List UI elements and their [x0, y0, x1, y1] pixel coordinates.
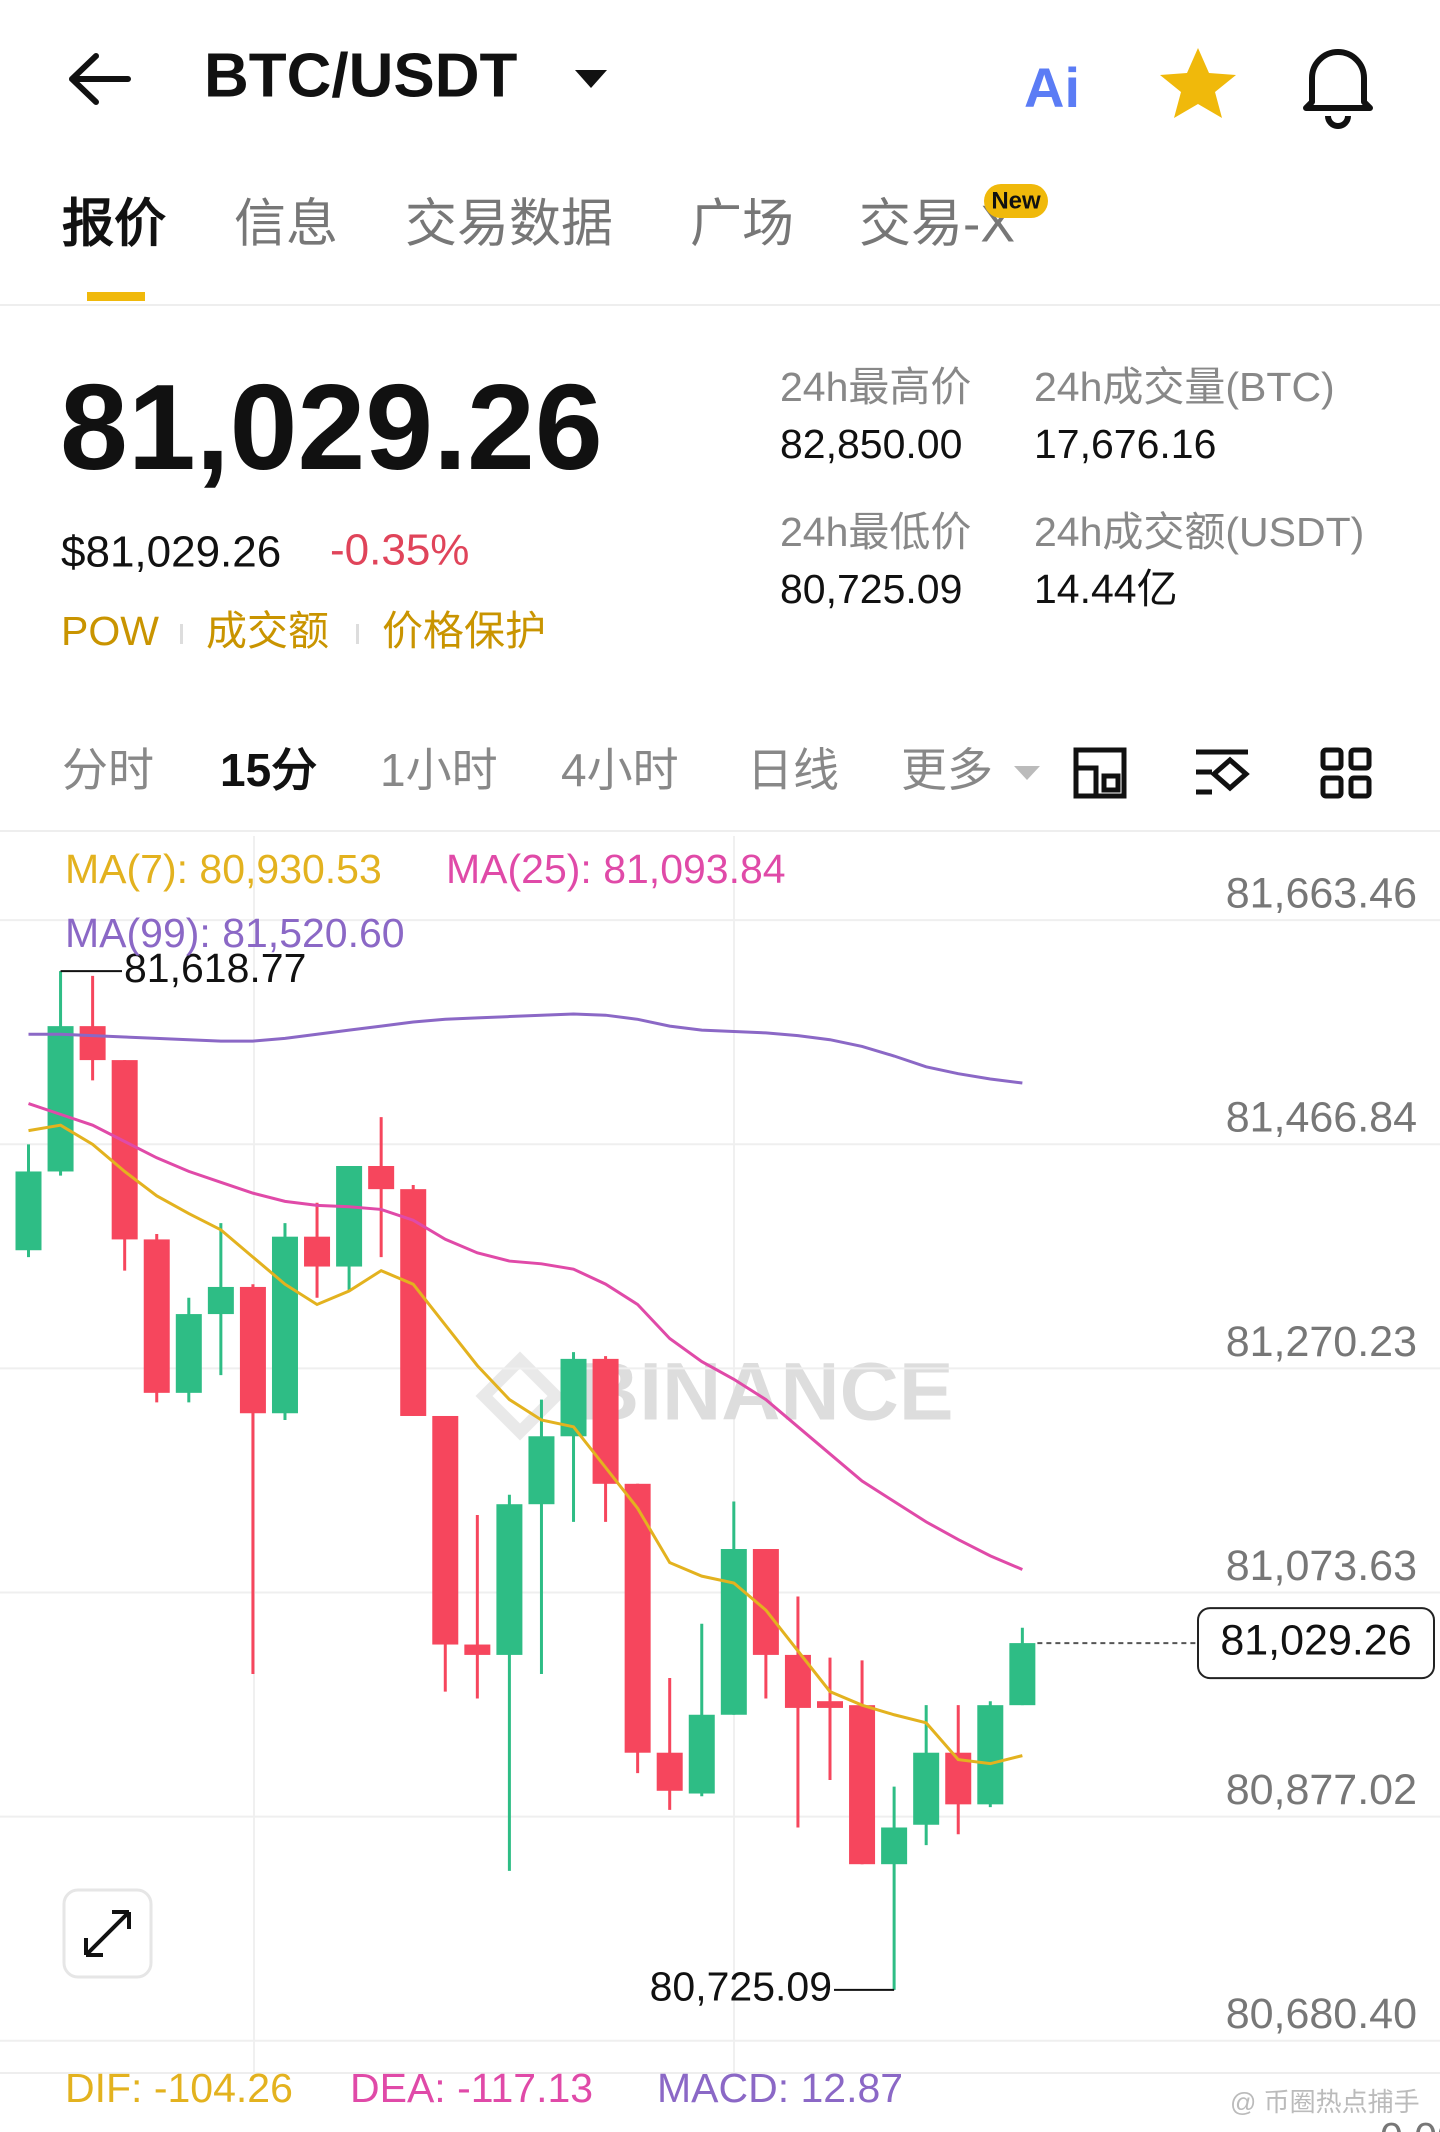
stat-label: 24h最高价	[780, 364, 971, 410]
badge-bg	[984, 184, 1048, 218]
candle-body	[207, 1286, 234, 1315]
macd-value: MACD: 12.87	[657, 2065, 903, 2111]
candle-body	[15, 1171, 42, 1251]
last-price-label: 81,029.26	[1220, 1616, 1411, 1664]
candle-body	[368, 1166, 395, 1190]
high-label: 81,618.77	[124, 945, 306, 991]
y-tick-label: 81,466.84	[1226, 1094, 1417, 1142]
notification-bell[interactable]	[1303, 49, 1373, 129]
ai-button[interactable]: Ai	[1024, 56, 1080, 119]
legend-entry: MA(25): 81,093.84	[446, 846, 786, 892]
interval[interactable]: 15分	[220, 744, 317, 796]
watermark: BINANCE	[580, 1347, 954, 1438]
candle-body	[817, 1701, 843, 1708]
grid-icon[interactable]	[1320, 747, 1372, 799]
interval[interactable]: 1小时	[380, 744, 498, 796]
usd-price: $81,029.26	[61, 528, 281, 577]
back-button[interactable]	[69, 53, 131, 105]
candle-body	[528, 1436, 555, 1505]
candle-body	[688, 1714, 715, 1794]
candle-body	[111, 1060, 138, 1240]
candle-body	[239, 1286, 266, 1414]
candle-body	[400, 1189, 427, 1416]
candle-body	[496, 1504, 523, 1655]
interval[interactable]: 分时	[62, 744, 154, 796]
pair-title[interactable]: BTC/USDT	[204, 41, 518, 110]
candle-body	[175, 1314, 202, 1393]
plot: 81,663.46 81,466.84 81,270.23 81,073.63 80,8…	[0, 870, 1440, 2042]
stat-label: 24h最低价	[780, 509, 971, 555]
more-arrow	[1014, 766, 1040, 780]
stat-value: 80,725.09	[780, 566, 962, 612]
candle-body	[560, 1358, 587, 1437]
tab[interactable]: 报价	[62, 196, 166, 254]
y-tick-label: 80,680.40	[1226, 1990, 1417, 2038]
ma-line	[28, 1102, 1023, 1571]
candle-body	[656, 1752, 683, 1791]
candle-body	[624, 1483, 651, 1753]
interval[interactable]: 更多	[901, 744, 993, 796]
stat-value: 17,676.16	[1034, 421, 1216, 467]
tab[interactable]: 交易数据	[405, 196, 613, 254]
candle-body	[849, 1705, 876, 1865]
y-tick-label: 80,877.02	[1226, 1766, 1417, 1814]
price-change: -0.35%	[330, 526, 469, 575]
candle-body	[432, 1415, 459, 1645]
tag-separator	[180, 624, 183, 644]
candle-body	[47, 1026, 74, 1172]
tab[interactable]: 信息	[234, 196, 338, 254]
stat-value: 14.44亿	[1034, 566, 1178, 612]
interval[interactable]: 日线	[747, 744, 839, 796]
candle-body	[592, 1358, 619, 1484]
candle-body	[336, 1166, 363, 1267]
fullscreen-icon	[84, 1910, 131, 1957]
candle-body	[79, 1026, 106, 1061]
tag-separator	[356, 624, 359, 644]
interval[interactable]: 4小时	[561, 744, 679, 796]
macd-zero: 0.00	[1380, 2114, 1440, 2132]
stat-value: 82,850.00	[780, 421, 962, 467]
stat-label: 24h成交额(USDT)	[1034, 509, 1364, 555]
candle-body	[977, 1705, 1004, 1805]
watermark-credit: @ 币圈热点捕手	[1230, 2087, 1420, 2117]
legend-entry: MA(99): 81,520.60	[65, 910, 405, 956]
candle-body	[881, 1827, 908, 1865]
candle-body	[143, 1239, 170, 1393]
stat-label: 24h成交量(BTC)	[1034, 364, 1335, 410]
candle-body	[720, 1549, 747, 1715]
y-tick-label: 81,073.63	[1226, 1542, 1417, 1590]
tab[interactable]: 广场	[690, 196, 794, 254]
candle-body	[1009, 1643, 1036, 1706]
ma-line	[28, 1123, 1023, 1766]
chart-icon[interactable]	[1073, 747, 1127, 799]
tab-badge: New	[991, 187, 1041, 214]
low-label: 80,725.09	[650, 1964, 832, 2010]
tab-underline	[87, 292, 145, 301]
candle-body	[913, 1752, 940, 1825]
favorite-star[interactable]	[1160, 48, 1236, 118]
macd-dea: DEA: -117.13	[350, 2065, 593, 2111]
ma-line	[28, 1012, 1023, 1085]
y-tick-label: 81,270.23	[1226, 1318, 1417, 1366]
tag[interactable]: 价格保护	[382, 608, 546, 654]
tag[interactable]: 成交额	[206, 608, 329, 654]
candle-body	[464, 1644, 491, 1655]
last-price-box	[1197, 1607, 1435, 1680]
indicator-icon[interactable]	[1196, 749, 1250, 795]
y-tick-label: 81,663.46	[1226, 870, 1417, 918]
macd-dif: DIF: -104.26	[65, 2065, 293, 2111]
legend-entry: MA(7): 80,930.53	[65, 846, 382, 892]
candle-body	[304, 1236, 331, 1267]
tag[interactable]: POW	[61, 608, 159, 654]
last-price: 81,029.26	[60, 359, 603, 495]
pair-dropdown[interactable]	[575, 70, 607, 88]
candle-body	[271, 1236, 298, 1414]
